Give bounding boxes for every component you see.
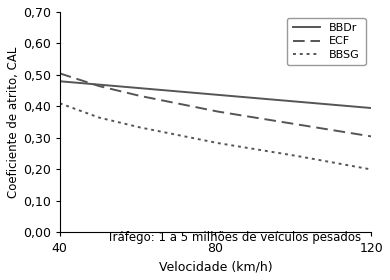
X-axis label: Velocidade (km/h): Velocidade (km/h) xyxy=(159,260,272,273)
BBSG xyxy=(340,162,344,166)
BBSG xyxy=(243,146,248,149)
BBSG xyxy=(369,168,374,171)
BBDr xyxy=(242,95,246,99)
BBDr xyxy=(58,80,63,83)
BBSG xyxy=(242,146,246,149)
BBSG xyxy=(248,147,253,150)
ECF xyxy=(320,127,324,130)
ECF xyxy=(242,114,246,118)
ECF xyxy=(248,115,253,118)
BBDr xyxy=(340,104,344,107)
Line: ECF: ECF xyxy=(60,73,371,136)
ECF xyxy=(369,135,374,138)
BBSG xyxy=(57,102,62,105)
Legend: BBDr, ECF, BBSG: BBDr, ECF, BBSG xyxy=(287,17,366,65)
BBSG xyxy=(58,102,63,105)
BBSG xyxy=(320,159,324,162)
BBDr xyxy=(248,96,253,99)
Line: BBDr: BBDr xyxy=(60,81,371,108)
ECF xyxy=(340,130,344,133)
Y-axis label: Coeficiente de atrito, CAL: Coeficiente de atrito, CAL xyxy=(7,46,20,198)
ECF xyxy=(57,72,62,75)
Line: BBSG: BBSG xyxy=(60,103,371,169)
BBDr xyxy=(369,106,374,110)
BBDr xyxy=(320,102,324,106)
BBDr xyxy=(57,80,62,83)
BBDr xyxy=(243,95,248,99)
ECF xyxy=(58,72,63,75)
Text: Tráfego: 1 a 5 milhões de veículos pesados: Tráfego: 1 a 5 milhões de veículos pesad… xyxy=(107,231,361,244)
ECF xyxy=(243,114,248,118)
